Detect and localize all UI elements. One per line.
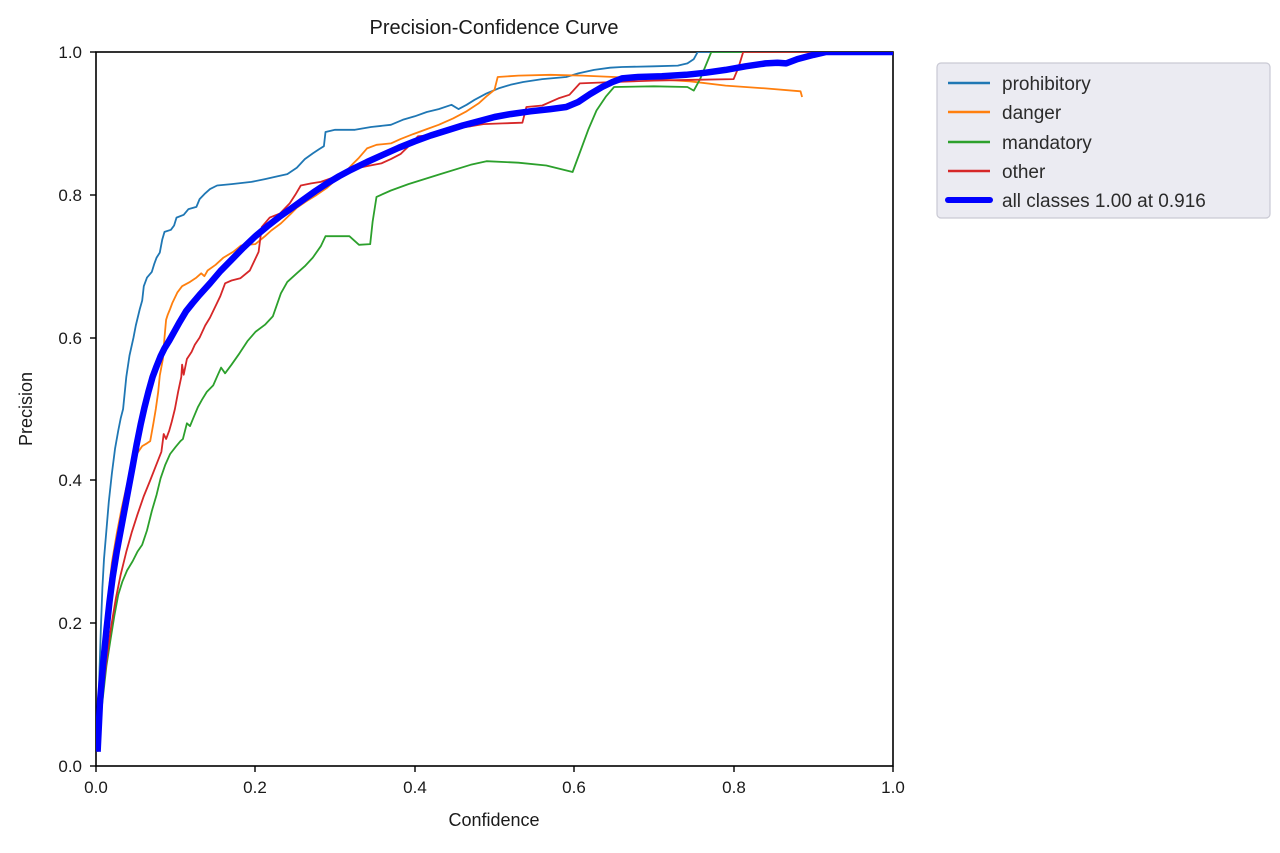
y-axis-ticks: 0.0 0.2 0.4 0.6 0.8 1.0 [58, 43, 96, 776]
legend-entry-all-classes: all classes 1.00 at 0.916 [1002, 191, 1206, 212]
plot-border [95, 51, 894, 767]
x-tick-label-0: 0.0 [84, 778, 108, 797]
y-tick-label-3: 0.6 [58, 329, 82, 348]
y-tick-label-4: 0.8 [58, 186, 82, 205]
series-line-other [96, 52, 893, 752]
legend-entry-prohibitory: prohibitory [1002, 74, 1091, 95]
legend-entry-danger: danger [1002, 103, 1062, 124]
y-axis-label: Precision [16, 372, 36, 446]
x-tick-label-5: 1.0 [881, 778, 905, 797]
series-lines [96, 52, 893, 752]
series-line-all-classes-1-00-at-0-916 [96, 52, 893, 752]
x-tick-label-2: 0.4 [403, 778, 427, 797]
legend-box [936, 62, 1271, 219]
y-tick-label-5: 1.0 [58, 43, 82, 62]
series-line-mandatory [96, 52, 893, 752]
legend: prohibitory danger mandatory other all c… [936, 62, 1271, 219]
x-axis-label: Confidence [448, 810, 539, 830]
x-tick-label-1: 0.2 [243, 778, 267, 797]
y-tick-label-1: 0.2 [58, 614, 82, 633]
legend-entry-mandatory: mandatory [1002, 133, 1092, 154]
y-tick-label-0: 0.0 [58, 757, 82, 776]
y-tick-label-2: 0.4 [58, 471, 82, 490]
series-line-danger [96, 73, 803, 752]
chart-title: Precision-Confidence Curve [369, 17, 618, 39]
x-axis-ticks: 0.0 0.2 0.4 0.6 0.8 1.0 [84, 766, 905, 797]
x-tick-label-3: 0.6 [562, 778, 586, 797]
series-line-prohibitory [96, 52, 893, 752]
legend-entry-other: other [1002, 162, 1046, 183]
x-tick-label-4: 0.8 [722, 778, 746, 797]
